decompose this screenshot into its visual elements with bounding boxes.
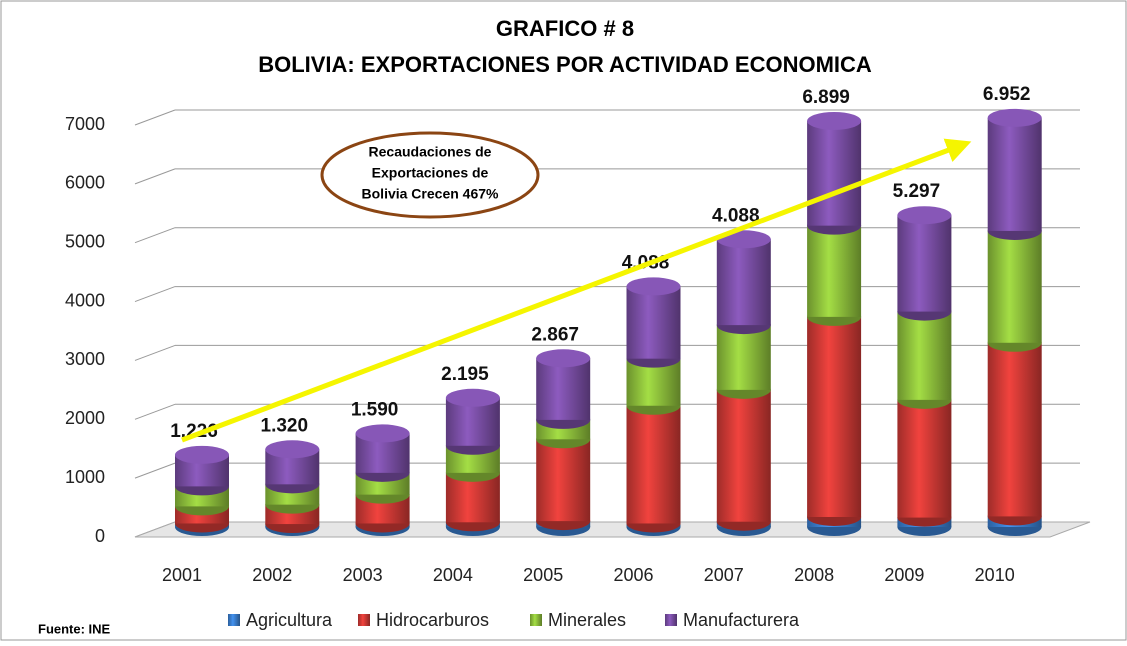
grid-line: [134, 344, 176, 361]
bar: [897, 311, 952, 400]
source: Fuente: INE: [38, 621, 111, 636]
legend-label: Hidrocarburos: [376, 610, 489, 630]
y-tick-label: 6000: [65, 173, 105, 193]
bar-top: [897, 206, 952, 225]
grid-line: [134, 227, 176, 244]
bar: [897, 399, 952, 518]
bar: [626, 405, 681, 524]
total-label: 4.088: [712, 205, 760, 226]
legend-label: Manufacturera: [683, 610, 800, 630]
bar: [716, 389, 771, 522]
total-label: 1.320: [261, 415, 309, 436]
y-tick-label: 7000: [65, 114, 105, 134]
bar: [987, 117, 1042, 231]
x-tick-label: 2005: [523, 565, 563, 585]
x-tick-label: 2010: [975, 565, 1015, 585]
total-label: 1.590: [351, 399, 399, 420]
bar-top: [265, 440, 320, 459]
grid-line: [134, 462, 176, 479]
bar: [897, 215, 952, 312]
bar-top: [175, 445, 229, 464]
y-tick-label: 0: [95, 526, 105, 546]
y-tick-label: 1000: [65, 467, 105, 487]
legend-label: Agricultura: [246, 610, 333, 630]
bar-top: [355, 424, 410, 443]
legend-swatch: [665, 614, 677, 626]
bar: [987, 342, 1042, 517]
bar-top: [807, 111, 862, 130]
trend-arrow: [181, 138, 972, 443]
x-tick-label: 2002: [252, 565, 292, 585]
annotation: Recaudaciones de: [369, 144, 492, 160]
y-tick-label: 2000: [65, 408, 105, 428]
total-label: 6.952: [983, 84, 1031, 105]
x-tick-label: 2006: [613, 565, 653, 585]
x-tick-label: 2009: [884, 565, 924, 585]
y-tick-label: 5000: [65, 231, 105, 251]
bar-top: [445, 388, 500, 407]
bar: [716, 325, 771, 390]
bar: [807, 225, 862, 317]
bar-top: [536, 349, 591, 368]
legend-swatch: [228, 614, 240, 626]
annotation-ellipse: [320, 131, 540, 219]
bar-top: [987, 108, 1042, 127]
grid-line: [134, 168, 176, 185]
total-label: 2.195: [441, 364, 489, 385]
grid-line: [134, 403, 176, 420]
annotation: Bolivia Crecen 467%: [362, 186, 500, 202]
x-tick-label: 2001: [162, 565, 202, 585]
y-tick-label: 3000: [65, 349, 105, 369]
grid-line: [134, 109, 176, 126]
x-tick-label: 2004: [433, 565, 473, 585]
x-tick-label: 2003: [343, 565, 383, 585]
total-label: 5.297: [893, 181, 941, 202]
bar: [536, 439, 591, 522]
grid-line: [134, 286, 176, 303]
y-tick-label: 4000: [65, 290, 105, 310]
total-label: 2.867: [531, 324, 579, 345]
chart-title: GRAFICO # 8: [496, 16, 634, 41]
legend-swatch: [530, 614, 542, 626]
x-tick-label: 2008: [794, 565, 834, 585]
bar: [626, 286, 681, 359]
bar: [807, 120, 862, 226]
total-label: 6.899: [802, 87, 850, 108]
total-label: 1.226: [170, 421, 218, 442]
bar: [987, 230, 1042, 343]
bar: [536, 358, 591, 420]
bar: [807, 316, 862, 517]
bar: [716, 239, 771, 326]
chart-subtitle: BOLIVIA: EXPORTACIONES POR ACTIVIDAD ECO…: [258, 52, 872, 77]
bar-top: [626, 277, 681, 296]
legend-label: Minerales: [548, 610, 626, 630]
annotation: Exportaciones de: [372, 165, 489, 181]
legend-swatch: [358, 614, 370, 626]
x-tick-label: 2007: [704, 565, 744, 585]
